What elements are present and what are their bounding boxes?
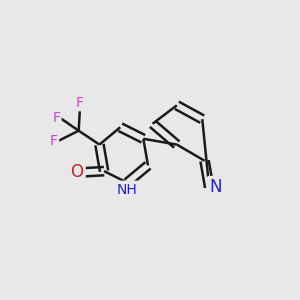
Text: N: N bbox=[209, 178, 222, 196]
Text: NH: NH bbox=[117, 183, 138, 197]
Text: F: F bbox=[76, 96, 84, 110]
Text: F: F bbox=[52, 111, 60, 125]
Text: O: O bbox=[70, 163, 83, 181]
Text: F: F bbox=[50, 134, 58, 148]
